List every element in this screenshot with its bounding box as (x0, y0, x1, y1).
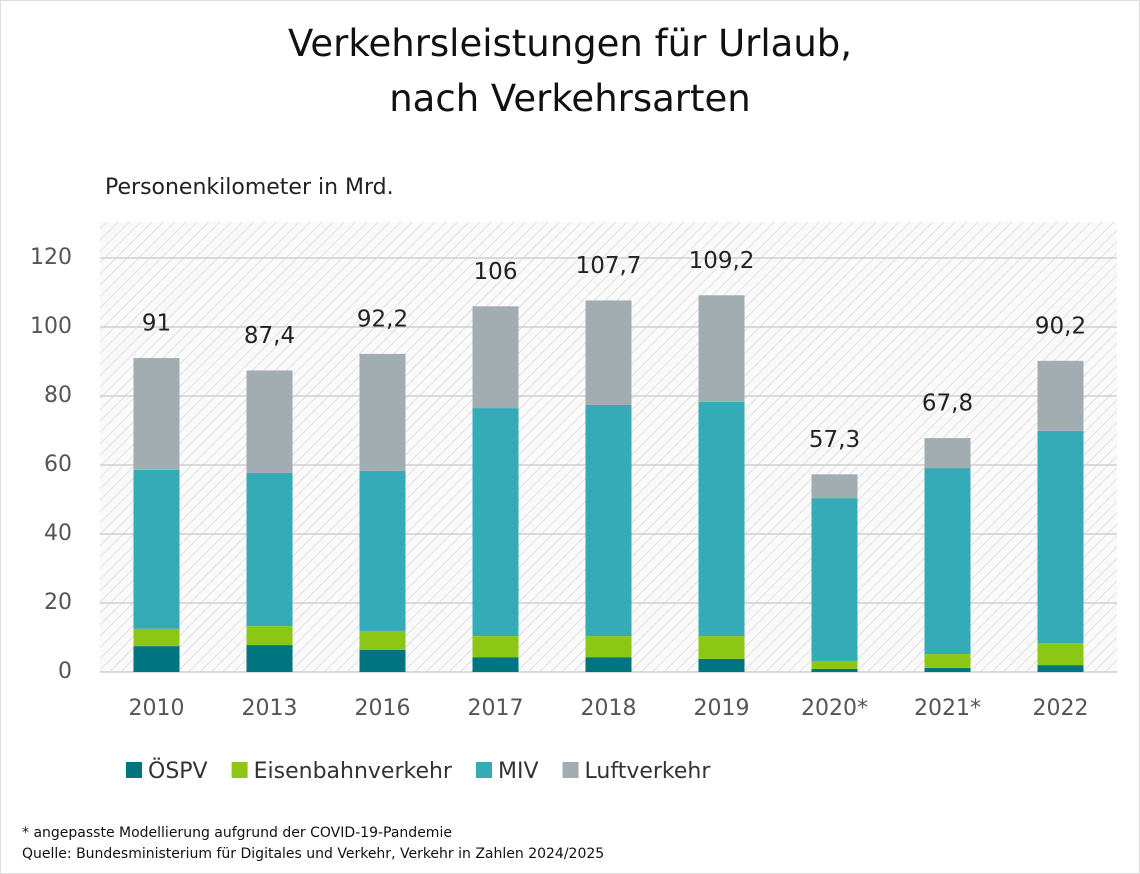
bar-segment (472, 306, 519, 409)
bar-segment (585, 657, 632, 672)
bar-segment (359, 630, 406, 650)
bar-segment (472, 657, 519, 672)
y-tick-label: 0 (58, 659, 72, 684)
bar-segment (1037, 643, 1084, 666)
bar-segment (472, 636, 519, 658)
bar-segment (359, 470, 406, 631)
legend-swatch (475, 762, 492, 778)
source: Quelle: Bundesministerium für Digitales … (22, 846, 604, 862)
bar-segment (585, 636, 632, 658)
y-tick-label: 40 (44, 521, 72, 546)
bar-segment (811, 474, 858, 499)
x-tick-label: 2017 (468, 696, 524, 721)
bar-segment (359, 353, 406, 471)
y-tick-label: 100 (30, 314, 72, 339)
bar-segment (246, 626, 293, 646)
bar-segment (246, 370, 293, 473)
legend-label: Eisenbahnverkehr (254, 759, 453, 784)
axis-label: Personenkilometer in Mrd. (105, 175, 394, 200)
total-label: 57,3 (809, 427, 860, 453)
legend-swatch (126, 762, 142, 778)
bar-segment (924, 667, 971, 672)
total-label: 106 (474, 259, 518, 285)
x-tick-label: 2020* (801, 696, 868, 721)
bar-segment (811, 498, 858, 661)
bar-segment (133, 628, 180, 647)
bar-segment (472, 408, 519, 637)
bar-segment (924, 654, 971, 668)
total-label: 107,7 (576, 253, 642, 279)
x-tick-label: 2016 (355, 696, 411, 721)
bar-segment (585, 300, 632, 405)
bar-segment (924, 438, 971, 469)
x-tick-label: 2013 (242, 696, 298, 721)
total-label: 91 (142, 311, 171, 337)
total-label: 90,2 (1035, 313, 1086, 339)
bar-segment (698, 636, 745, 659)
total-label: 87,4 (244, 323, 295, 349)
bar-segment (811, 660, 858, 669)
y-tick-label: 120 (30, 245, 72, 270)
x-tick-label: 2019 (694, 696, 750, 721)
total-label: 109,2 (689, 248, 755, 274)
legend-swatch (231, 762, 248, 778)
bar-segment (811, 668, 858, 672)
y-tick-label: 80 (44, 383, 72, 408)
bar-segment (698, 401, 745, 637)
bar-segment (1037, 430, 1084, 644)
legend-swatch (562, 762, 579, 778)
chart-title: Verkehrsleistungen für Urlaub, nach Verk… (287, 22, 853, 120)
footnote: * angepasste Modellierung aufgrund der C… (22, 825, 452, 841)
x-tick-label: 2021* (914, 696, 981, 721)
bar-segment (133, 646, 180, 672)
bar-segment (133, 469, 180, 629)
bar-segment (246, 472, 293, 627)
bar-segment (1037, 665, 1084, 672)
y-tick-label: 60 (44, 452, 72, 477)
bar-segment (698, 658, 745, 672)
total-label: 67,8 (922, 391, 973, 417)
bar-segment (359, 649, 406, 672)
x-tick-label: 2018 (581, 696, 637, 721)
bar-segment (1037, 360, 1084, 431)
x-tick-label: 2010 (129, 696, 185, 721)
legend-label: ÖSPV (148, 758, 208, 784)
bar-segment (924, 468, 971, 655)
bar-segment (698, 295, 745, 402)
x-tick-label: 2022 (1033, 696, 1089, 721)
bar-segment (246, 645, 293, 672)
legend-label: Luftverkehr (585, 759, 712, 784)
bar-segment (585, 404, 632, 637)
total-label: 92,2 (357, 306, 408, 332)
legend-label: MIV (498, 759, 539, 784)
y-tick-label: 20 (44, 590, 72, 615)
bar-segment (133, 358, 180, 470)
